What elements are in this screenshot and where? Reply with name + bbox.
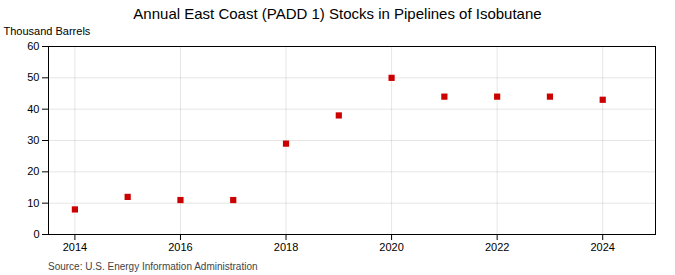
svg-text:2014: 2014 — [63, 241, 87, 253]
html-text:Source: U.S. Energy Informatio: Source: U.S. Energy Information Administ… — [48, 261, 258, 272]
svg-text:30: 30 — [27, 134, 39, 146]
svg-text:40: 40 — [27, 103, 39, 115]
html-text:Annual East Coast (PADD 1) Sto: Annual East Coast (PADD 1) Stocks in Pip… — [133, 5, 542, 22]
svg-text:2022: 2022 — [485, 241, 509, 253]
svg-text:2018: 2018 — [274, 241, 298, 253]
svg-text:60: 60 — [27, 40, 39, 52]
svg-text:2016: 2016 — [168, 241, 192, 253]
svg-text:0: 0 — [33, 228, 39, 240]
svg-text:50: 50 — [27, 71, 39, 83]
svg-text:10: 10 — [27, 197, 39, 209]
svg-text:2020: 2020 — [379, 241, 403, 253]
svg-text:Thousand Barrels: Thousand Barrels — [4, 25, 91, 37]
svg-text:2024: 2024 — [590, 241, 614, 253]
svg-text:20: 20 — [27, 165, 39, 177]
